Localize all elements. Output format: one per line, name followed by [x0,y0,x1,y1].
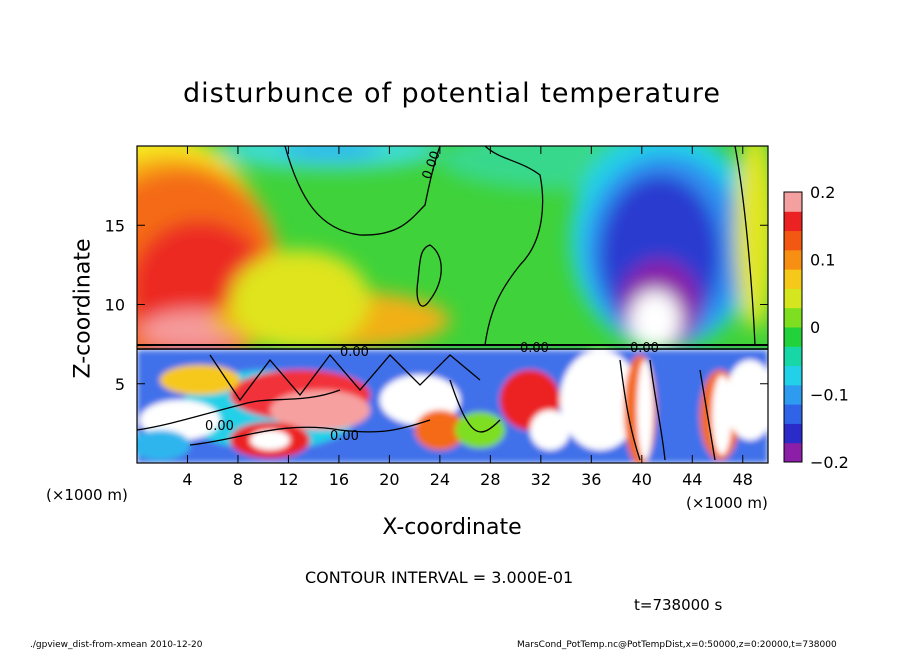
x-tick-label: 16 [329,470,349,489]
time-label: t=738000 s [634,596,723,614]
x-tick-label: 24 [430,470,450,489]
chart-title: disturbunce of potential temperature [183,78,721,109]
colorbar-segment [784,192,802,212]
x-tick-label: 8 [233,470,243,489]
colorbar-segment [784,288,802,309]
contour-label: 0.00 [330,429,359,444]
colorbar-tick-label: 0.1 [810,251,835,270]
contour-label: 0.00 [205,419,234,434]
colorbar-segment [784,307,802,328]
footer-right-text: MarsCond_PotTemp.nc@PotTempDist,x=0:5000… [517,640,837,650]
footer-left-text: ./gpview_dist-from-xmean 2010-12-20 [30,640,203,650]
contour-interval-label: CONTOUR INTERVAL = 3.000E-01 [305,568,574,587]
lower-layer-field [137,350,768,463]
colorbar-tick-label: 0.2 [810,183,835,202]
x-tick-label: 28 [480,470,500,489]
y-axis-title-text: Z-coordinate [70,238,96,379]
x-axis-ticks: 4 8 12 16 20 24 28 32 36 40 44 48 [182,146,753,489]
colorbar-segment [784,249,802,270]
x-axis-unit-left: (×1000 m) [46,486,128,504]
x-tick-label: 40 [632,470,652,489]
y-axis-ticks: 5 10 15 [105,216,768,394]
colorbar-tick-label: 0 [810,318,820,337]
colorbar-frame [783,191,803,463]
y-tick-label: 15 [105,216,125,235]
heatmap-field [137,146,768,463]
colorbar-tick-label: −0.1 [810,386,849,405]
contour-lines [137,146,768,461]
colorbar-segment [784,230,802,251]
x-axis-unit-right: (×1000 m) [686,494,768,512]
x-tick-label: 44 [682,470,702,489]
contour-label-group: 0.000.00 0.000.000.000.00 [205,149,659,444]
x-tick-label: 48 [733,470,753,489]
colorbar-segment [784,365,802,386]
colorbar-tick-label: −0.2 [810,453,849,472]
colorbar-segment [784,346,802,367]
contour-label: 0.00 [520,341,549,356]
colorbar: 0.2 0.1 0 −0.1 −0.2 [783,183,849,472]
x-tick-label: 20 [379,470,399,489]
colorbar-segment [784,327,802,347]
y-tick-label: 5 [115,375,125,394]
colorbar-segment [784,269,802,289]
y-axis-title: Z-coordinate [71,224,96,394]
x-tick-label: 32 [531,470,551,489]
contour-label: 0.00 [340,345,369,360]
colorbar-segment [784,423,802,444]
colorbar-segment [784,384,802,405]
y-tick-label: 10 [105,296,125,315]
x-tick-label: 4 [182,470,192,489]
colorbar-segment [784,211,802,232]
upper-layer-field [137,146,768,390]
colorbar-segment [784,442,802,463]
contour-label: 0.00 [630,341,659,356]
x-tick-label: 12 [278,470,298,489]
x-axis-title: X-coordinate [382,515,522,540]
colorbar-segment [784,404,802,424]
x-tick-label: 36 [581,470,601,489]
